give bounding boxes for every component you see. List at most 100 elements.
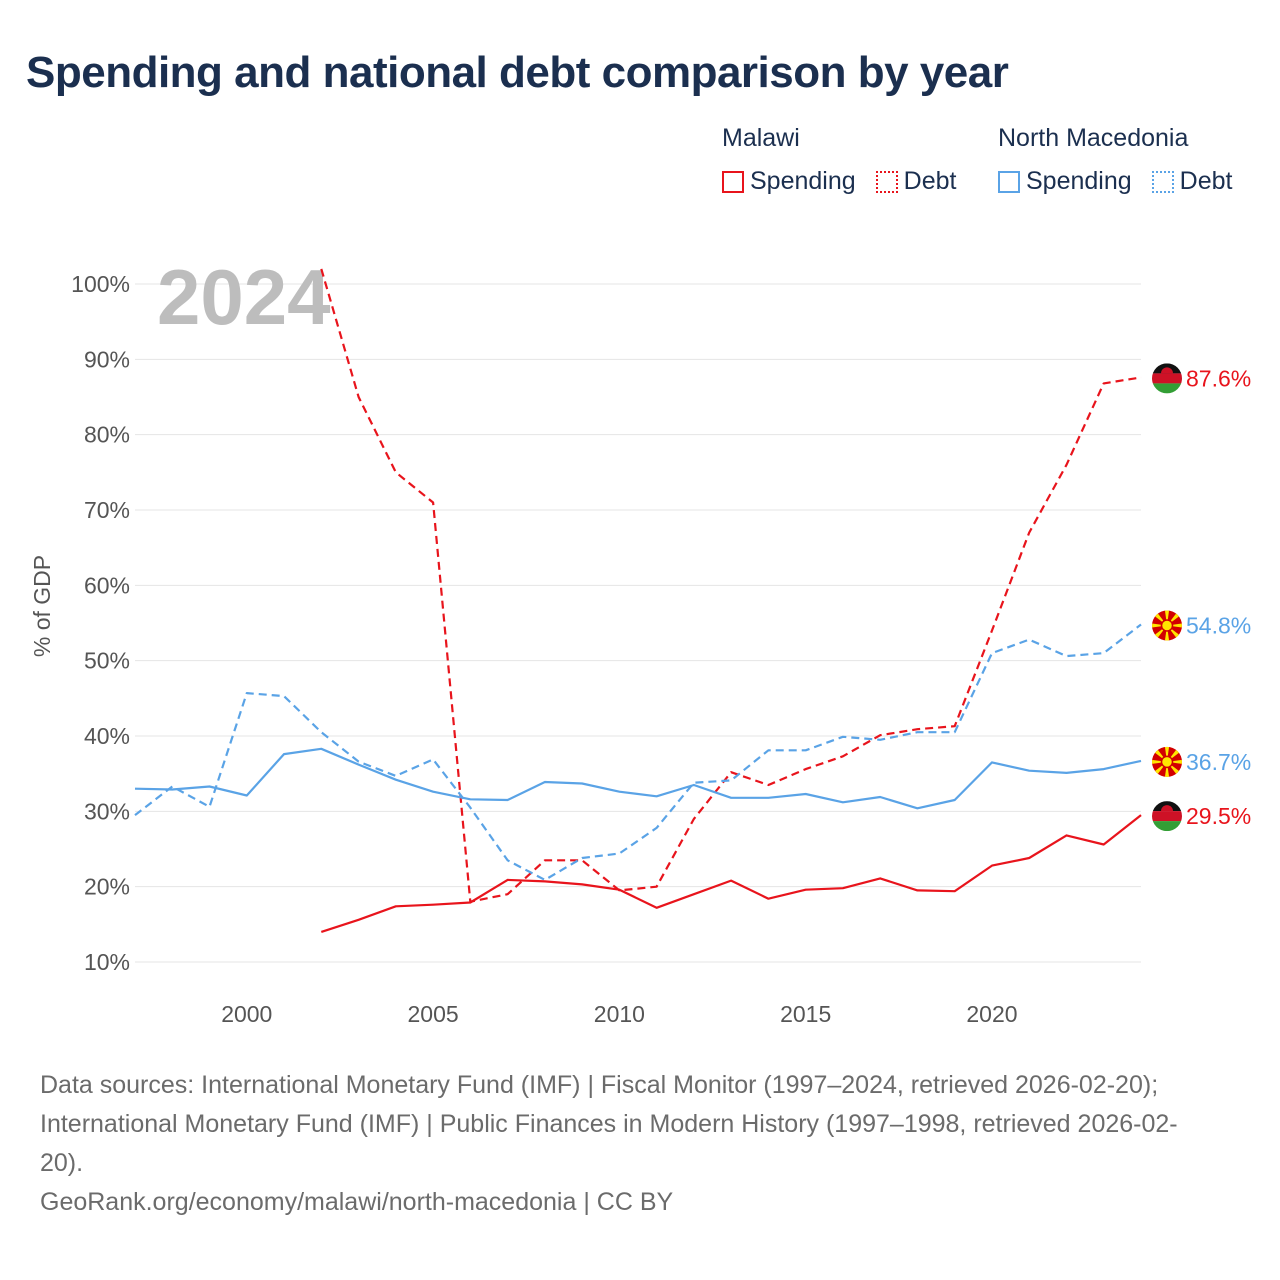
series-line-north-macedonia-spending[interactable] (134, 747, 1142, 810)
data-point (544, 880, 546, 882)
data-point (618, 889, 620, 891)
data-point (767, 898, 769, 900)
data-point (544, 781, 546, 783)
data-point (320, 748, 322, 750)
series-line-malawi-debt[interactable] (320, 268, 1142, 903)
data-point (842, 801, 844, 803)
y-tick-label: 50% (84, 648, 130, 674)
legend-group-north-macedonia: North Macedonia Spending Debt (998, 124, 1232, 196)
north-macedonia-flag-icon (1152, 746, 1182, 777)
north-macedonia-flag-icon (1152, 610, 1182, 641)
series-malawi-spending (320, 814, 1142, 933)
data-point (730, 771, 732, 773)
series-line-north-macedonia-debt[interactable] (134, 623, 1142, 881)
series-line-malawi-spending[interactable] (320, 814, 1142, 933)
grid-layer (135, 283, 1141, 963)
line-chart: 2024 10% 20% 30% 40% 50% 60% 70% 80% 90% 100% 2000… (29, 253, 1251, 1027)
x-tick-label: 2010 (594, 1001, 645, 1027)
legend-swatch-dotted (1151, 170, 1174, 193)
legend-item-malawi-spending[interactable]: Spending (722, 167, 856, 196)
data-point (730, 880, 732, 882)
data-point (879, 739, 881, 741)
data-point (879, 877, 881, 879)
series-malawi-debt (320, 268, 1142, 903)
data-point (357, 764, 359, 766)
data-point (1103, 768, 1105, 770)
x-tick-label: 2015 (780, 1001, 831, 1027)
data-point (357, 396, 359, 398)
data-point (208, 785, 210, 787)
y-tick-label: 20% (84, 874, 130, 900)
data-point (842, 755, 844, 757)
data-point (134, 814, 136, 816)
data-point (1103, 652, 1105, 654)
year-watermark: 2024 (157, 253, 331, 341)
data-point (842, 887, 844, 889)
data-point (1028, 857, 1030, 859)
data-point (320, 931, 322, 933)
data-point (730, 779, 732, 781)
x-tick-label: 2000 (221, 1001, 272, 1027)
legend-swatch-dotted (875, 170, 898, 193)
legend-label: Spending (750, 167, 856, 195)
data-point (805, 749, 807, 751)
data-point (916, 889, 918, 891)
data-point (1065, 655, 1067, 657)
data-point (954, 725, 956, 727)
data-point (618, 852, 620, 854)
y-tick-label: 10% (84, 949, 130, 975)
data-point (656, 795, 658, 797)
data-point (246, 692, 248, 694)
data-point (581, 782, 583, 784)
y-tick-label: 40% (84, 723, 130, 749)
data-point (1140, 814, 1142, 816)
y-tick-label: 30% (84, 798, 130, 824)
data-point (730, 797, 732, 799)
data-sources: Data sources: International Monetary Fun… (40, 1066, 1240, 1222)
data-point (357, 919, 359, 921)
data-point (320, 731, 322, 733)
chart-title: Spending and national debt comparison by… (26, 48, 1009, 97)
data-point (581, 883, 583, 885)
data-point (1140, 623, 1142, 625)
data-point (469, 901, 471, 903)
data-point (767, 749, 769, 751)
y-tick-label: 60% (84, 572, 130, 598)
data-point (544, 859, 546, 861)
x-tick-label: 2020 (966, 1001, 1017, 1027)
data-point (991, 629, 993, 631)
data-point (432, 904, 434, 906)
data-point (656, 907, 658, 909)
data-point (954, 799, 956, 801)
y-tick-label: 80% (84, 422, 130, 448)
data-point (506, 879, 508, 881)
data-point (1028, 532, 1030, 534)
legend-group-name: Malawi (722, 124, 800, 152)
sources-line: Data sources: International Monetary Fun… (40, 1071, 1159, 1099)
data-point (395, 775, 397, 777)
legend-swatch-solid (998, 170, 1020, 193)
end-value-label: 36.7% (1186, 749, 1251, 775)
data-point (693, 818, 695, 820)
malawi-flag-icon (1152, 801, 1182, 832)
data-point (693, 782, 695, 784)
legend-swatch-solid (722, 170, 744, 193)
sources-line: International Monetary Fund (IMF) | Publ… (40, 1110, 1178, 1138)
legend-item-north-macedonia-debt[interactable]: Debt (1151, 167, 1233, 196)
data-point (395, 779, 397, 781)
data-point (432, 791, 434, 793)
data-point (171, 788, 173, 790)
legend-item-malawi-debt[interactable]: Debt (875, 167, 956, 196)
data-point (879, 796, 881, 798)
legend-group-malawi: Malawi Spending Debt (722, 124, 956, 196)
data-point (693, 893, 695, 895)
end-value-label: 87.6% (1186, 365, 1251, 391)
legend-label: Debt (1179, 167, 1233, 195)
legend-item-north-macedonia-spending[interactable]: Spending (998, 167, 1132, 196)
axis-layer: 10% 20% 30% 40% 50% 60% 70% 80% 90% 100% 2000 2005 2… (71, 271, 1017, 1027)
data-point (357, 761, 359, 763)
data-point (1140, 760, 1142, 762)
data-point (1065, 834, 1067, 836)
data-point (1065, 772, 1067, 774)
data-point (283, 753, 285, 755)
